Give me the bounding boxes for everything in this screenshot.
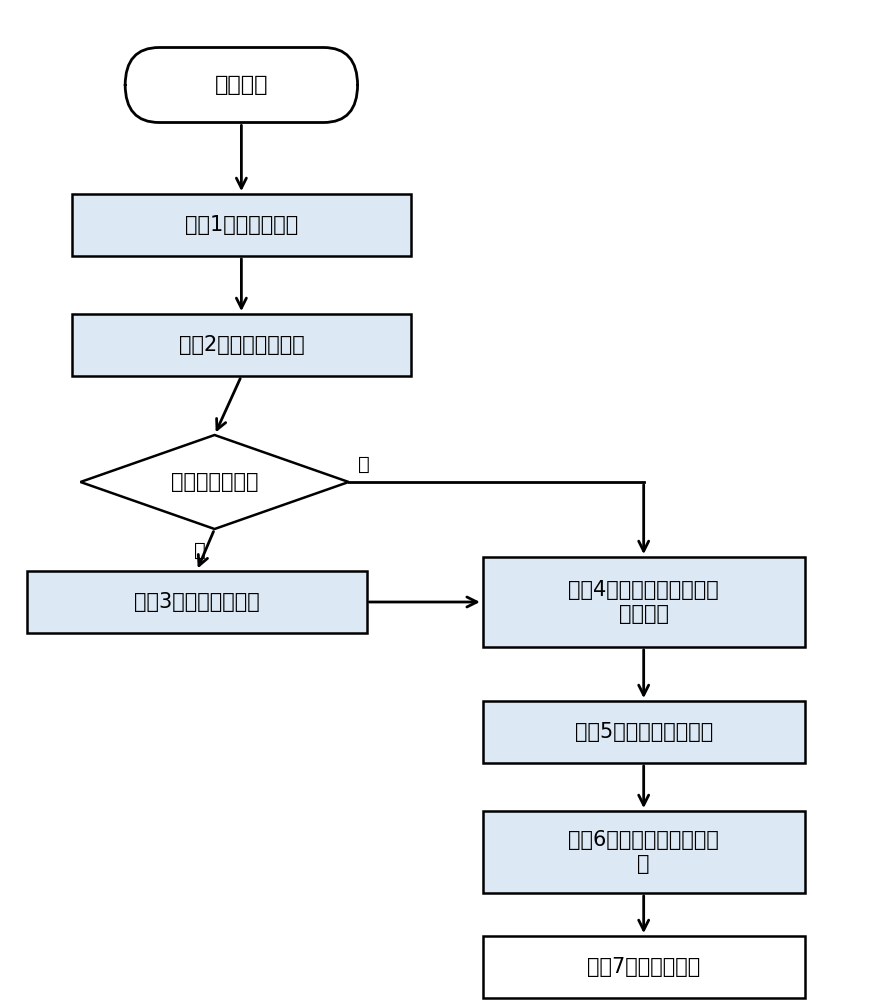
FancyBboxPatch shape bbox=[72, 194, 411, 256]
Text: 是否正常启动？: 是否正常启动？ bbox=[171, 472, 258, 492]
FancyBboxPatch shape bbox=[483, 936, 805, 998]
Text: 步骤5：热失控特征校验: 步骤5：热失控特征校验 bbox=[575, 722, 713, 742]
Text: 步骤7：热失控预警: 步骤7：热失控预警 bbox=[587, 957, 700, 977]
Text: 步骤4：电池数据采集、计
算、诊断: 步骤4：电池数据采集、计 算、诊断 bbox=[569, 580, 719, 624]
FancyBboxPatch shape bbox=[483, 811, 805, 893]
FancyBboxPatch shape bbox=[72, 314, 411, 376]
FancyBboxPatch shape bbox=[27, 571, 367, 633]
Text: 是: 是 bbox=[358, 455, 369, 474]
Text: 步骤2：双传感器校验: 步骤2：双传感器校验 bbox=[179, 335, 304, 355]
Text: 系统启动: 系统启动 bbox=[215, 75, 268, 95]
FancyBboxPatch shape bbox=[125, 47, 358, 122]
Text: 步骤1：传感器诊断: 步骤1：传感器诊断 bbox=[185, 215, 298, 235]
FancyBboxPatch shape bbox=[483, 557, 805, 647]
Polygon shape bbox=[80, 435, 349, 529]
Text: 步骤6：云端热失控预警校
验: 步骤6：云端热失控预警校 验 bbox=[569, 830, 719, 874]
Text: 步骤3：压力唤醒校验: 步骤3：压力唤醒校验 bbox=[134, 592, 259, 612]
FancyBboxPatch shape bbox=[483, 701, 805, 763]
Text: 否: 否 bbox=[194, 540, 206, 560]
